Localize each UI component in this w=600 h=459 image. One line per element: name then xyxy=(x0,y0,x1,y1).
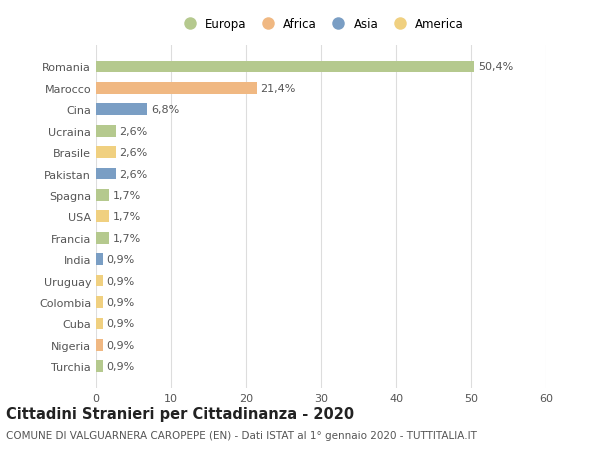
Text: 21,4%: 21,4% xyxy=(260,84,296,94)
Text: 0,9%: 0,9% xyxy=(107,319,135,329)
Text: Cittadini Stranieri per Cittadinanza - 2020: Cittadini Stranieri per Cittadinanza - 2… xyxy=(6,406,354,421)
Text: 50,4%: 50,4% xyxy=(478,62,513,73)
Text: 0,9%: 0,9% xyxy=(107,340,135,350)
Bar xyxy=(96,297,103,308)
Text: 0,9%: 0,9% xyxy=(107,276,135,286)
Text: 1,7%: 1,7% xyxy=(113,233,141,243)
Text: 0,9%: 0,9% xyxy=(107,297,135,308)
Text: 6,8%: 6,8% xyxy=(151,105,179,115)
Bar xyxy=(96,361,103,372)
Bar xyxy=(96,62,474,73)
Text: 1,7%: 1,7% xyxy=(113,212,141,222)
Text: 0,9%: 0,9% xyxy=(107,361,135,371)
Bar xyxy=(96,168,115,180)
Legend: Europa, Africa, Asia, America: Europa, Africa, Asia, America xyxy=(178,17,464,31)
Bar xyxy=(96,232,109,244)
Bar xyxy=(96,126,115,137)
Text: 2,6%: 2,6% xyxy=(119,148,148,158)
Bar xyxy=(96,190,109,202)
Bar xyxy=(96,318,103,330)
Bar xyxy=(96,275,103,287)
Text: COMUNE DI VALGUARNERA CAROPEPE (EN) - Dati ISTAT al 1° gennaio 2020 - TUTTITALIA: COMUNE DI VALGUARNERA CAROPEPE (EN) - Da… xyxy=(6,431,477,441)
Bar xyxy=(96,147,115,159)
Bar xyxy=(96,339,103,351)
Text: 2,6%: 2,6% xyxy=(119,169,148,179)
Bar xyxy=(96,254,103,265)
Text: 2,6%: 2,6% xyxy=(119,126,148,136)
Bar xyxy=(96,104,147,116)
Text: 1,7%: 1,7% xyxy=(113,190,141,201)
Bar xyxy=(96,83,257,95)
Text: 0,9%: 0,9% xyxy=(107,255,135,264)
Bar xyxy=(96,211,109,223)
